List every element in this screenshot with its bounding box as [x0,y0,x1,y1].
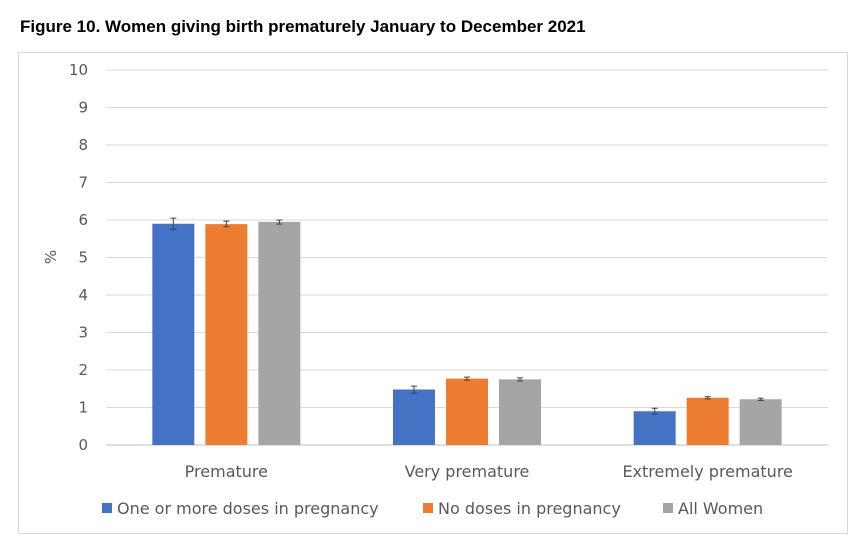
legend-swatch [663,503,673,513]
bar [633,411,676,445]
chart-frame [18,52,848,534]
y-tick-label: 0 [78,436,88,454]
y-tick-label: 1 [78,399,88,417]
category-label: Very premature [405,462,530,481]
y-axis-ticks: 0 1 2 3 4 5 6 7 8 9 10 [69,61,88,454]
legend-swatch [423,503,433,513]
bar [739,399,782,445]
bar [152,223,195,445]
y-tick-label: 5 [78,249,88,267]
category-labels: Premature Very premature Extremely prematu… [185,462,793,481]
y-axis-label: % [42,250,60,264]
y-tick-label: 8 [78,136,88,154]
y-tick-label: 10 [69,61,88,79]
y-tick-label: 6 [78,211,88,229]
legend: One or more doses in pregnancy No doses i… [102,499,763,518]
y-tick-label: 3 [78,324,88,342]
bar [686,397,729,445]
legend-label: All Women [678,499,763,518]
legend-swatch [102,503,112,513]
y-tick-label: 2 [78,361,88,379]
bar [499,379,541,445]
bar [393,389,435,445]
bars [152,221,782,445]
y-tick-label: 4 [78,286,88,304]
bar [258,221,301,445]
bar [446,378,488,445]
category-label: Extremely premature [622,462,792,481]
legend-label: One or more doses in pregnancy [117,499,379,518]
error-bars [170,217,764,415]
legend-label: No doses in pregnancy [438,499,621,518]
bar [205,224,248,445]
category-label: Premature [185,462,268,481]
chart-title: Figure 10. Women giving birth prematurel… [20,17,586,36]
y-tick-label: 9 [78,99,88,117]
y-tick-label: 7 [78,174,88,192]
